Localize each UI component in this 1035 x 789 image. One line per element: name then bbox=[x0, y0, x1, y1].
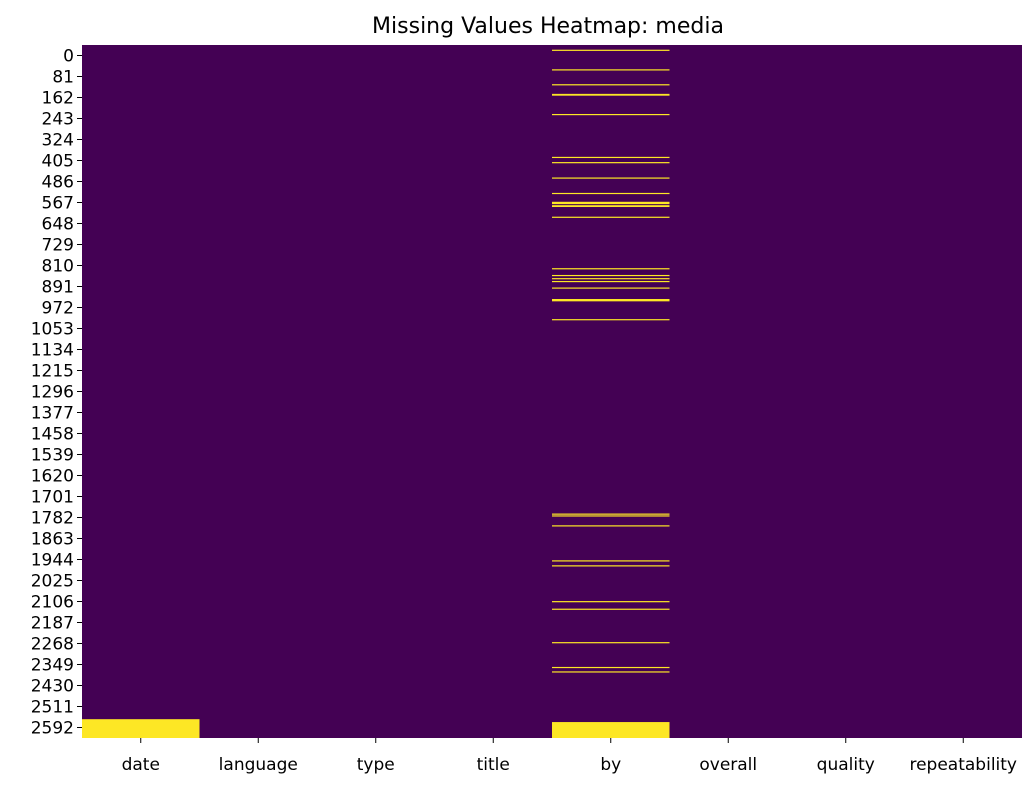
missing-cell-by bbox=[552, 216, 670, 218]
y-tick-label: 2106 bbox=[31, 593, 74, 613]
y-tick-label: 324 bbox=[42, 131, 74, 151]
missing-cell-by bbox=[552, 201, 670, 205]
y-tick-label: 729 bbox=[42, 236, 74, 256]
y-tick-label: 2268 bbox=[31, 635, 74, 655]
missing-cell-by bbox=[552, 93, 670, 96]
y-tick-label: 1944 bbox=[31, 551, 74, 571]
missing-cell-by bbox=[552, 642, 670, 644]
missing-cell-by bbox=[552, 671, 670, 673]
missing-cell-by bbox=[552, 113, 670, 116]
y-tick-label: 648 bbox=[42, 215, 74, 235]
y-tick-label: 1377 bbox=[31, 404, 74, 424]
missing-cell-by bbox=[552, 601, 670, 603]
heatmap-cells bbox=[82, 45, 1022, 738]
y-tick-label: 2187 bbox=[31, 614, 74, 634]
y-tick-label: 2592 bbox=[31, 719, 74, 739]
missing-cell-by bbox=[552, 274, 670, 277]
missing-cell-date bbox=[82, 719, 200, 738]
y-tick-label: 162 bbox=[42, 89, 74, 109]
missing-cell-by bbox=[552, 287, 670, 289]
y-tick-label: 1701 bbox=[31, 488, 74, 508]
missing-cell-by bbox=[552, 278, 670, 280]
y-tick-label: 1458 bbox=[31, 425, 74, 445]
missing-cell-by bbox=[552, 666, 670, 669]
missing-cell-by bbox=[552, 525, 670, 527]
missing-cell-by bbox=[552, 69, 670, 71]
missing-cell-by bbox=[552, 156, 670, 159]
y-tick-label: 567 bbox=[42, 194, 74, 214]
y-tick-label: 810 bbox=[42, 257, 74, 277]
missing-cell-by bbox=[552, 84, 670, 86]
missing-cell-by bbox=[552, 268, 670, 270]
y-tick-label: 1539 bbox=[31, 446, 74, 466]
y-tick-label: 2511 bbox=[31, 698, 74, 718]
missing-cell-by bbox=[552, 280, 670, 283]
y-tick-label: 2025 bbox=[31, 572, 74, 592]
x-tick-label-repeatability: repeatability bbox=[909, 755, 1017, 775]
x-tick-label-overall: overall bbox=[699, 755, 757, 775]
y-tick-label: 1134 bbox=[31, 341, 74, 361]
missing-cell-by bbox=[552, 722, 670, 738]
x-tick-label-quality: quality bbox=[817, 755, 875, 775]
y-tick-label: 1215 bbox=[31, 362, 74, 382]
missing-cell-by bbox=[552, 205, 670, 208]
missing-cell-by bbox=[552, 513, 670, 515]
y-tick-label: 891 bbox=[42, 278, 74, 298]
missing-cell-by bbox=[552, 319, 670, 321]
y-axis: 0811622433244054865676487298108919721053… bbox=[31, 47, 82, 739]
missing-cell-by bbox=[552, 608, 670, 610]
y-tick-label: 2349 bbox=[31, 656, 74, 676]
missing-cell-by bbox=[552, 192, 670, 195]
y-tick-label: 405 bbox=[42, 152, 74, 172]
missing-cell-by bbox=[552, 177, 670, 179]
y-tick-label: 486 bbox=[42, 173, 74, 193]
x-axis: date language type title by overall quality rep… bbox=[122, 738, 1017, 775]
y-tick-label: 1620 bbox=[31, 467, 74, 487]
x-tick-label-by: by bbox=[600, 755, 621, 775]
x-tick-label-type: type bbox=[357, 755, 395, 775]
x-tick-label-date: date bbox=[122, 755, 160, 775]
chart-title: Missing Values Heatmap: media bbox=[372, 14, 724, 39]
x-tick-label-title: title bbox=[477, 755, 510, 775]
missing-cell-by bbox=[552, 560, 670, 562]
missing-cell-by bbox=[552, 298, 670, 302]
y-tick-label: 243 bbox=[42, 110, 74, 130]
missing-cell-by bbox=[552, 49, 670, 51]
y-tick-label: 0 bbox=[63, 47, 74, 67]
y-tick-label: 2430 bbox=[31, 677, 74, 697]
heatmap-background bbox=[82, 45, 1022, 738]
missing-cell-by bbox=[552, 162, 670, 164]
missing-cell-by bbox=[552, 515, 670, 517]
y-tick-label: 1296 bbox=[31, 383, 74, 403]
missing-cell-by bbox=[552, 565, 670, 567]
y-tick-label: 1053 bbox=[31, 320, 74, 340]
x-tick-label-language: language bbox=[219, 755, 298, 775]
y-tick-label: 972 bbox=[42, 299, 74, 319]
y-tick-label: 81 bbox=[52, 68, 74, 88]
y-tick-label: 1863 bbox=[31, 530, 74, 550]
y-tick-label: 1782 bbox=[31, 509, 74, 529]
